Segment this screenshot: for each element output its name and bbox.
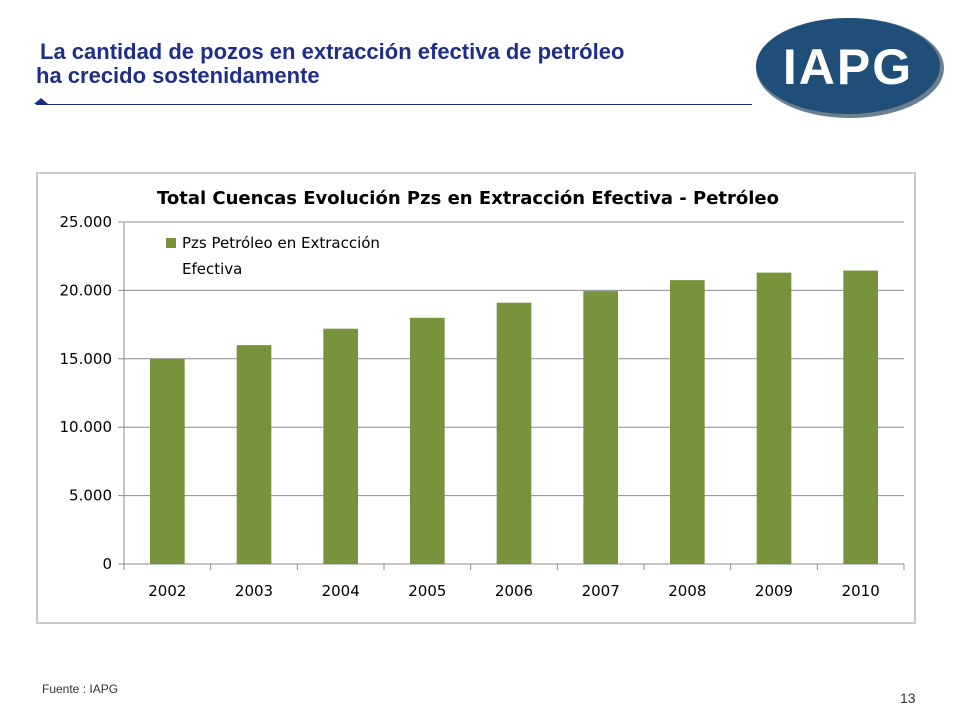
chart-title: Total Cuencas Evolución Pzs en Extracció…: [157, 188, 779, 209]
x-tick-label: 2002: [148, 582, 186, 600]
x-tick-label: 2009: [755, 582, 793, 600]
y-tick-label: 15.000: [60, 350, 113, 368]
bar-2010: [843, 270, 878, 564]
x-axis-ticks: 2002 2003 2004 2005 2006 2007 2008 2009 2010: [123, 564, 905, 600]
bar-2007: [583, 291, 618, 564]
x-tick-label: 2006: [495, 582, 533, 600]
slide-title-line-2: ha crecido sostenidamente: [36, 63, 320, 88]
logo-ellipse: [756, 18, 940, 114]
slide-title-line-1: La cantidad de pozos en extracción efect…: [40, 39, 625, 64]
page-number: 13: [900, 690, 916, 706]
x-tick-label: 2010: [842, 582, 880, 600]
legend-swatch: [166, 238, 176, 248]
y-tick-label: 10.000: [60, 418, 113, 436]
bar-2003: [236, 345, 272, 564]
bar-2008: [670, 280, 705, 564]
iapg-logo: IAPG: [756, 18, 944, 118]
x-tick-label: 2005: [408, 582, 446, 600]
legend: Pzs Petróleo en Extracción Efectiva: [166, 234, 380, 278]
y-tick-label: 25.000: [60, 213, 113, 231]
bar-2002: [150, 358, 185, 564]
title-marker-triangle: [34, 98, 48, 104]
chart-frame: Total Cuencas Evolución Pzs en Extracció…: [36, 172, 916, 624]
y-tick-label: 20.000: [60, 281, 113, 299]
legend-label-line-1: Pzs Petróleo en Extracción: [182, 234, 380, 252]
logo-text: IAPG: [783, 39, 913, 95]
title-underline: [36, 104, 752, 105]
bar-2009: [756, 272, 792, 564]
x-tick-label: 2003: [235, 582, 273, 600]
y-axis-ticks: 0 5.000 10.000 15.000 20.000 25.000: [60, 213, 113, 573]
bars: [150, 270, 878, 564]
y-tick-label: 5.000: [69, 487, 112, 505]
y-tick-label: 0: [102, 555, 112, 573]
bar-2005: [410, 317, 445, 564]
legend-label-line-2: Efectiva: [182, 260, 242, 278]
bar-2006: [496, 302, 532, 564]
x-tick-label: 2007: [582, 582, 620, 600]
x-tick-label: 2008: [668, 582, 706, 600]
source-note: Fuente : IAPG: [42, 682, 119, 696]
x-tick-label: 2004: [322, 582, 360, 600]
bar-2004: [323, 328, 358, 564]
bar-chart: Total Cuencas Evolución Pzs en Extracció…: [60, 188, 905, 600]
slide-title: La cantidad de pozos en extracción efect…: [36, 40, 756, 88]
